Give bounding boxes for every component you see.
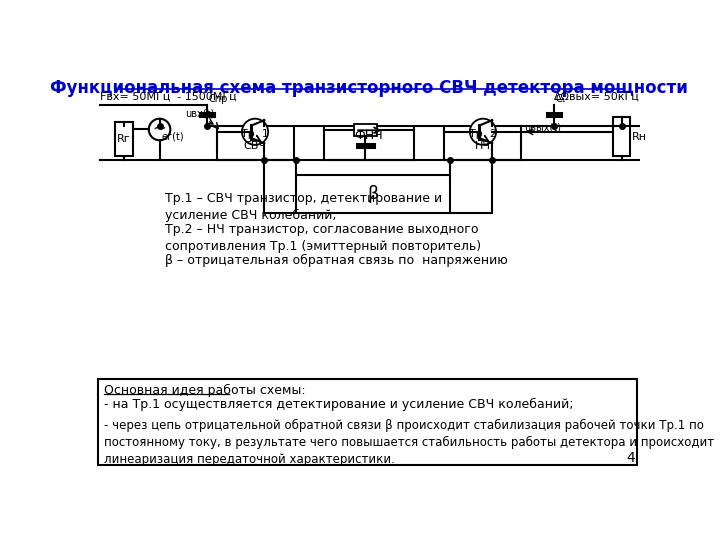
Text: uвх(t): uвх(t) (185, 109, 215, 119)
Text: Функциональная схема транзисторного СВЧ детектора мощности: Функциональная схема транзисторного СВЧ … (50, 79, 688, 97)
FancyBboxPatch shape (613, 117, 630, 157)
Text: C₁: C₁ (555, 94, 566, 104)
Text: uвых(t): uвых(t) (525, 122, 562, 132)
Text: Тр. 1
СВЧ: Тр. 1 СВЧ (241, 130, 269, 151)
Text: ∆Ωвых= 50кГц: ∆Ωвых= 50кГц (553, 92, 639, 102)
Text: β – отрицательная обратная связь по  напряжению: β – отрицательная обратная связь по напр… (165, 253, 508, 267)
Bar (296, 175, 450, 213)
Text: Тр.1 – СВЧ транзистор, детектирование и
усиление СВЧ колебаний;: Тр.1 – СВЧ транзистор, детектирование и … (165, 192, 442, 222)
Text: Тр. 2
НЧ: Тр. 2 НЧ (469, 130, 497, 151)
Text: Основная идея работы схемы:: Основная идея работы схемы: (104, 383, 306, 397)
FancyBboxPatch shape (115, 122, 133, 157)
Circle shape (149, 119, 171, 140)
Text: - на Тр.1 осуществляется детектирование и усиление СВЧ колебаний;: - на Тр.1 осуществляется детектирование … (104, 397, 574, 410)
FancyBboxPatch shape (98, 379, 637, 465)
Text: Тр.2 – НЧ транзистор, согласование выходного
сопротивления Тр.1 (эмиттерный повт: Тр.2 – НЧ транзистор, согласование выход… (165, 222, 481, 253)
Text: Rн: Rн (632, 132, 647, 142)
Circle shape (242, 119, 268, 145)
Text: Rг: Rг (117, 134, 131, 144)
Text: Fвх= 50МГц  - 1500МГц: Fвх= 50МГц - 1500МГц (99, 92, 236, 102)
Bar (444, 126, 521, 159)
Bar (217, 126, 294, 159)
Text: ~: ~ (153, 120, 166, 138)
Circle shape (470, 119, 496, 145)
Text: β: β (367, 185, 379, 203)
Bar (324, 126, 414, 159)
Text: ФНЧ: ФНЧ (355, 130, 383, 143)
FancyBboxPatch shape (354, 124, 377, 137)
Text: 4: 4 (626, 451, 636, 465)
Text: Cпр: Cпр (209, 94, 228, 104)
Text: eг(t): eг(t) (161, 132, 184, 142)
Text: - через цепь отрицательной обратной связи β происходит стабилизация рабочей точк: - через цепь отрицательной обратной связ… (104, 419, 714, 466)
